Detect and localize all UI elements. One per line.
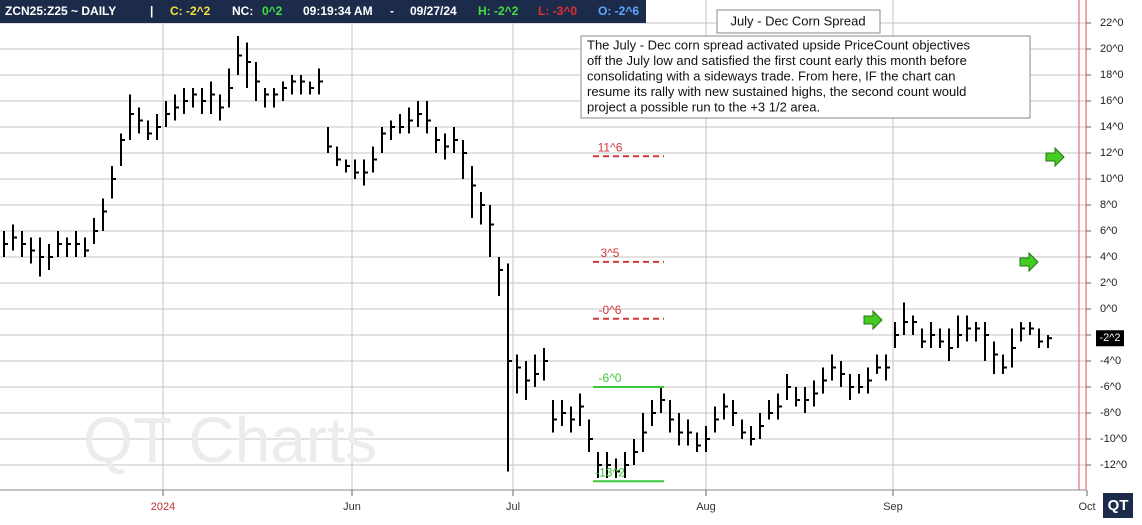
annotation-line: resume its rally with new sustained high…: [587, 84, 966, 99]
separator: |: [150, 4, 153, 18]
price-tag-label: -2^2: [1099, 332, 1120, 344]
y-tick-label: 10^0: [1100, 173, 1124, 185]
y-tick-label: -8^0: [1100, 407, 1121, 419]
symbol: ZCN25:Z25 ~ DAILY: [5, 4, 116, 18]
level-label: 11^6: [598, 140, 623, 154]
level-label: 3^5: [601, 246, 620, 260]
arrow: [1019, 251, 1039, 273]
y-tick-label: -6^0: [1100, 381, 1121, 393]
high: H: -2^2: [478, 4, 519, 18]
level-label: -0^6: [599, 303, 622, 317]
y-tick-label: 4^0: [1100, 251, 1117, 263]
annotation-box: [580, 35, 1031, 119]
y-tick-label: 6^0: [1100, 225, 1117, 237]
y-tick-label: 16^0: [1100, 95, 1124, 107]
y-tick-label: -4^0: [1100, 355, 1121, 367]
logo: QT: [1108, 497, 1129, 514]
logo-box: [1103, 493, 1133, 518]
x-tick-label: 2024: [151, 501, 175, 513]
x-tick-label: Sep: [883, 501, 903, 513]
y-tick-label: -12^0: [1100, 459, 1127, 471]
price-tag: [1096, 330, 1124, 347]
annotation-line: project a possible run to the +3 1/2 are…: [587, 99, 820, 114]
chart-title: July - Dec Corn Spread: [730, 13, 865, 28]
header-bar: [0, 0, 646, 23]
y-tick-label: 0^0: [1100, 303, 1117, 315]
y-tick-label: 12^0: [1100, 147, 1124, 159]
low: L: -3^0: [538, 4, 577, 18]
nc-value: 0^2: [262, 4, 283, 18]
arrow: [863, 309, 883, 331]
watermark: QT Charts: [83, 404, 377, 476]
y-tick-label: 20^0: [1100, 43, 1124, 55]
x-tick-label: Jul: [506, 501, 520, 513]
level-label: -6^0: [599, 371, 622, 385]
x-tick-label: Jun: [343, 501, 361, 513]
nc-label: NC:: [232, 4, 253, 18]
close: C: -2^2: [170, 4, 211, 18]
date: 09/27/24: [410, 4, 457, 18]
annotation-line: The July - Dec corn spread activated ups…: [587, 37, 970, 52]
y-tick-label: 14^0: [1100, 121, 1124, 133]
dash: -: [390, 4, 394, 18]
title-box: [716, 9, 881, 34]
arrow: [1045, 146, 1065, 168]
y-tick-label: 8^0: [1100, 199, 1117, 211]
open: O: -2^6: [598, 4, 639, 18]
level-label: -13^2: [595, 465, 625, 479]
y-tick-label: 2^0: [1100, 277, 1117, 289]
annotation-line: consolidating with a sideways trade. Fro…: [587, 68, 956, 83]
x-tick-label: Aug: [696, 501, 716, 513]
y-tick-label: -10^0: [1100, 433, 1127, 445]
time: 09:19:34 AM: [303, 4, 373, 18]
x-tick-label: Oct: [1078, 501, 1095, 513]
y-tick-label: 22^0: [1100, 17, 1124, 29]
y-tick-label: 18^0: [1100, 69, 1124, 81]
annotation-line: off the July low and satisfied the first…: [587, 53, 967, 68]
